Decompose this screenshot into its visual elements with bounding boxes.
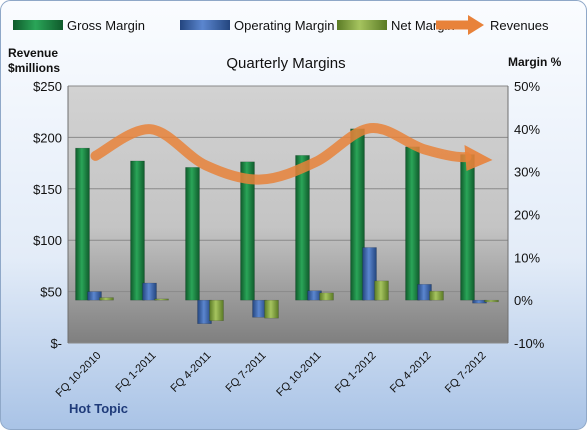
right-tick-label: 40% [514, 122, 540, 137]
net-margin-bar [484, 299, 499, 303]
revenue-series-line [90, 123, 472, 185]
left-tick-label: $150 [33, 182, 62, 197]
left-tick-label: $250 [33, 79, 62, 94]
chart-title: Quarterly Margins [226, 55, 345, 72]
gross-margin-bar [185, 167, 200, 301]
legend-swatch [337, 20, 387, 30]
gross-margin-bar [460, 154, 475, 301]
right-tick-label: 50% [514, 79, 540, 94]
operating-margin-bar [87, 291, 102, 301]
legend-arrow-head [468, 15, 484, 35]
net-margin-bar [319, 292, 334, 301]
bars [75, 128, 499, 324]
left-tick-label: $200 [33, 130, 62, 145]
left-tick-label: $50 [40, 285, 62, 300]
gross-margin-bar [75, 147, 90, 301]
gross-margin-bar [240, 161, 255, 301]
operating-margin-bar [142, 282, 157, 301]
left-tick-label: $100 [33, 233, 62, 248]
net-margin-bar [154, 298, 169, 301]
legend-swatch [180, 20, 230, 30]
net-margin-bar [209, 299, 224, 321]
footer-label: Hot Topic [69, 401, 128, 416]
legend-label: Operating Margin [234, 18, 334, 33]
left-axis-title-line1: Revenue [8, 46, 58, 60]
right-axis-title: Margin % [508, 55, 562, 69]
net-margin-bar [99, 297, 114, 301]
right-tick-label: -10% [514, 336, 545, 351]
legend-swatch [13, 20, 63, 30]
operating-margin-bar [362, 247, 377, 301]
left-axis-ticks: $- $50 $100 $150 $200 $250 [33, 79, 69, 351]
right-axis-ticks: -10% 0% 10% 20% 30% 40% 50% [507, 79, 545, 351]
right-tick-label: 20% [514, 208, 540, 223]
left-axis-title-line2: $millions [8, 61, 60, 75]
legend-label: Gross Margin [67, 18, 145, 33]
right-tick-label: 30% [514, 165, 540, 180]
net-margin-bar [264, 299, 279, 319]
net-margin-bar [429, 290, 444, 301]
legend: Gross Margin Operating Margin Net Margin Re… [13, 15, 549, 35]
gross-margin-bar [295, 155, 310, 301]
gross-margin-bar [405, 146, 420, 301]
net-margin-bar [374, 280, 389, 301]
gross-margin-bar [130, 160, 145, 301]
revenue-line [90, 123, 493, 185]
left-tick-label: $- [50, 336, 62, 351]
right-tick-label: 0% [514, 293, 533, 308]
legend-label: Revenues [490, 18, 549, 33]
revenue-arrowhead [464, 145, 493, 172]
right-tick-label: 10% [514, 250, 540, 265]
